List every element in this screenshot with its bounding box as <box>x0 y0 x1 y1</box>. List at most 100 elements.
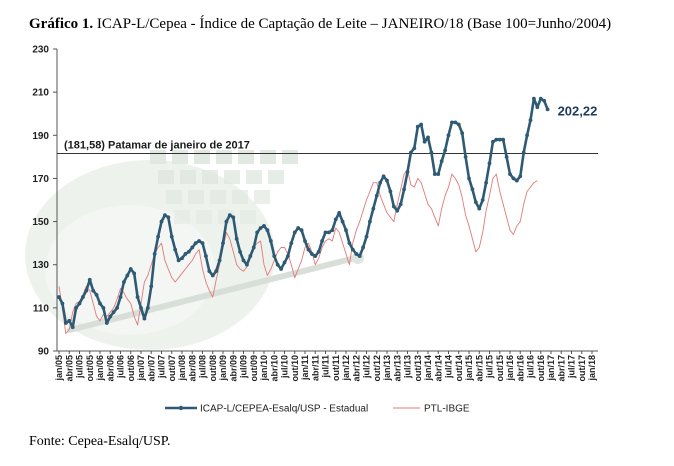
series-point-icap-l <box>412 146 417 151</box>
series-point-icap-l <box>122 280 126 284</box>
x-tick-label: jul/08 <box>198 355 208 379</box>
series-point-icap-l <box>456 122 461 127</box>
series-point-icap-l <box>470 187 475 192</box>
watermark-square <box>180 170 196 184</box>
x-tick-label: abr/12 <box>351 355 361 382</box>
series-point-icap-l <box>504 154 509 159</box>
series-point-icap-l <box>176 258 181 263</box>
series-point-icap-l <box>487 161 492 166</box>
x-tick-label: abr/07 <box>146 355 156 382</box>
y-tick-label: 230 <box>32 45 49 56</box>
y-axis: 90 110 130 150 170 190 210 230 <box>32 45 58 358</box>
watermark-square <box>172 150 188 164</box>
series-point-icap-l <box>521 150 526 155</box>
x-tick-label: jan/11 <box>300 355 310 381</box>
series-point-icap-l <box>337 211 342 215</box>
watermark-square <box>232 190 248 204</box>
series-point-icap-l <box>275 262 280 267</box>
series-point-icap-l <box>443 148 447 153</box>
series-point-icap-l <box>494 137 499 142</box>
x-tick-label: abr/13 <box>392 355 402 382</box>
series-point-icap-l <box>248 254 253 258</box>
series-point-icap-l <box>125 273 130 278</box>
series-point-icap-l <box>436 172 441 177</box>
watermark-square <box>254 190 270 204</box>
series-point-icap-l <box>491 139 495 144</box>
series-point-icap-l <box>439 159 444 164</box>
series-point-icap-l <box>63 321 68 325</box>
series-point-icap-l <box>169 234 174 239</box>
series-point-icap-l <box>364 234 369 239</box>
x-tick-label: out/08 <box>208 355 218 382</box>
series-point-icap-l <box>518 174 523 179</box>
series-point-icap-l <box>344 228 348 233</box>
series-point-icap-l <box>221 241 225 246</box>
x-tick-label: jul/15 <box>485 355 495 379</box>
x-tick-label: out/07 <box>167 355 177 382</box>
series-point-icap-l <box>398 202 403 207</box>
source-note: Fonte: Cepea-Esalq/USP. <box>29 434 171 449</box>
watermark-square <box>150 150 166 164</box>
series-point-icap-l <box>173 247 178 252</box>
series-point-icap-l <box>279 267 283 271</box>
watermark-square <box>210 190 226 204</box>
x-tick-label: jan/07 <box>136 355 146 382</box>
series-point-icap-l <box>207 269 212 274</box>
series-point-icap-l <box>180 256 184 261</box>
series-point-icap-l <box>415 124 420 129</box>
x-tick-label: out/10 <box>290 355 300 382</box>
legend-marker-icap-l <box>178 405 184 411</box>
x-tick-label: jan/08 <box>177 355 187 382</box>
x-tick-label: out/14 <box>454 355 464 382</box>
series-point-icap-l <box>374 193 379 198</box>
x-tick-label: jul/11 <box>321 355 331 379</box>
x-tick-label: out/06 <box>126 355 136 382</box>
series-point-icap-l <box>446 133 451 138</box>
x-tick-label: jan/05 <box>54 355 64 382</box>
series-point-icap-l <box>152 252 157 256</box>
x-tick-label: abr/16 <box>515 355 525 382</box>
y-tick-label: 210 <box>32 88 49 99</box>
x-tick-label: jan/09 <box>218 355 228 382</box>
series-point-icap-l <box>303 239 307 243</box>
watermark-square <box>246 170 262 184</box>
x-axis: jan/05 abr/05 jul/05 out/05 jan/06 abr/06 jul/… <box>54 350 598 382</box>
series-point-icap-l <box>432 172 437 177</box>
series-point-icap-l <box>159 219 164 224</box>
x-tick-label: abr/10 <box>269 355 279 382</box>
watermark-square <box>174 210 190 224</box>
series-point-icap-l <box>87 277 92 282</box>
x-tick-label: out/16 <box>536 355 546 382</box>
series-point-icap-l <box>231 215 236 220</box>
x-tick-label: jan/16 <box>505 355 515 382</box>
x-tick-label: jan/15 <box>464 355 474 382</box>
watermark-square <box>238 150 254 164</box>
x-tick-label: jul/10 <box>280 355 290 379</box>
series-point-icap-l <box>186 249 191 254</box>
series-point-icap-l <box>313 254 318 258</box>
x-tick-label: out/12 <box>372 355 382 382</box>
x-tick-label: jan/12 <box>341 355 351 382</box>
series-point-icap-l <box>514 178 519 183</box>
series-point-icap-l <box>333 217 338 222</box>
x-tick-label: jan/13 <box>382 355 392 382</box>
series-point-icap-l <box>340 219 345 224</box>
background-watermark <box>25 150 364 350</box>
watermark-square <box>282 150 298 164</box>
chart-title: Gráfico 1. ICAP-L/Cepea - Índice de Capt… <box>29 16 669 33</box>
series-point-icap-l <box>139 305 143 310</box>
y-tick-label: 190 <box>32 131 49 142</box>
legend-label-icap-l: ICAP-L/CEPEA-Esalq/USP - Estadual <box>200 404 368 415</box>
series-point-icap-l <box>238 249 242 254</box>
series-point-icap-l <box>57 295 61 299</box>
series-point-icap-l <box>306 247 311 252</box>
reference-line-label: (181,58) Patamar de janeiro de 2017 <box>64 139 250 151</box>
series-point-icap-l <box>467 176 471 181</box>
series-point-icap-l <box>381 174 386 179</box>
series-point-icap-l <box>545 107 550 112</box>
series-point-icap-l <box>74 305 78 310</box>
series-point-icap-l <box>535 105 540 110</box>
series-point-icap-l <box>477 206 482 211</box>
series-point-icap-l <box>104 321 109 325</box>
